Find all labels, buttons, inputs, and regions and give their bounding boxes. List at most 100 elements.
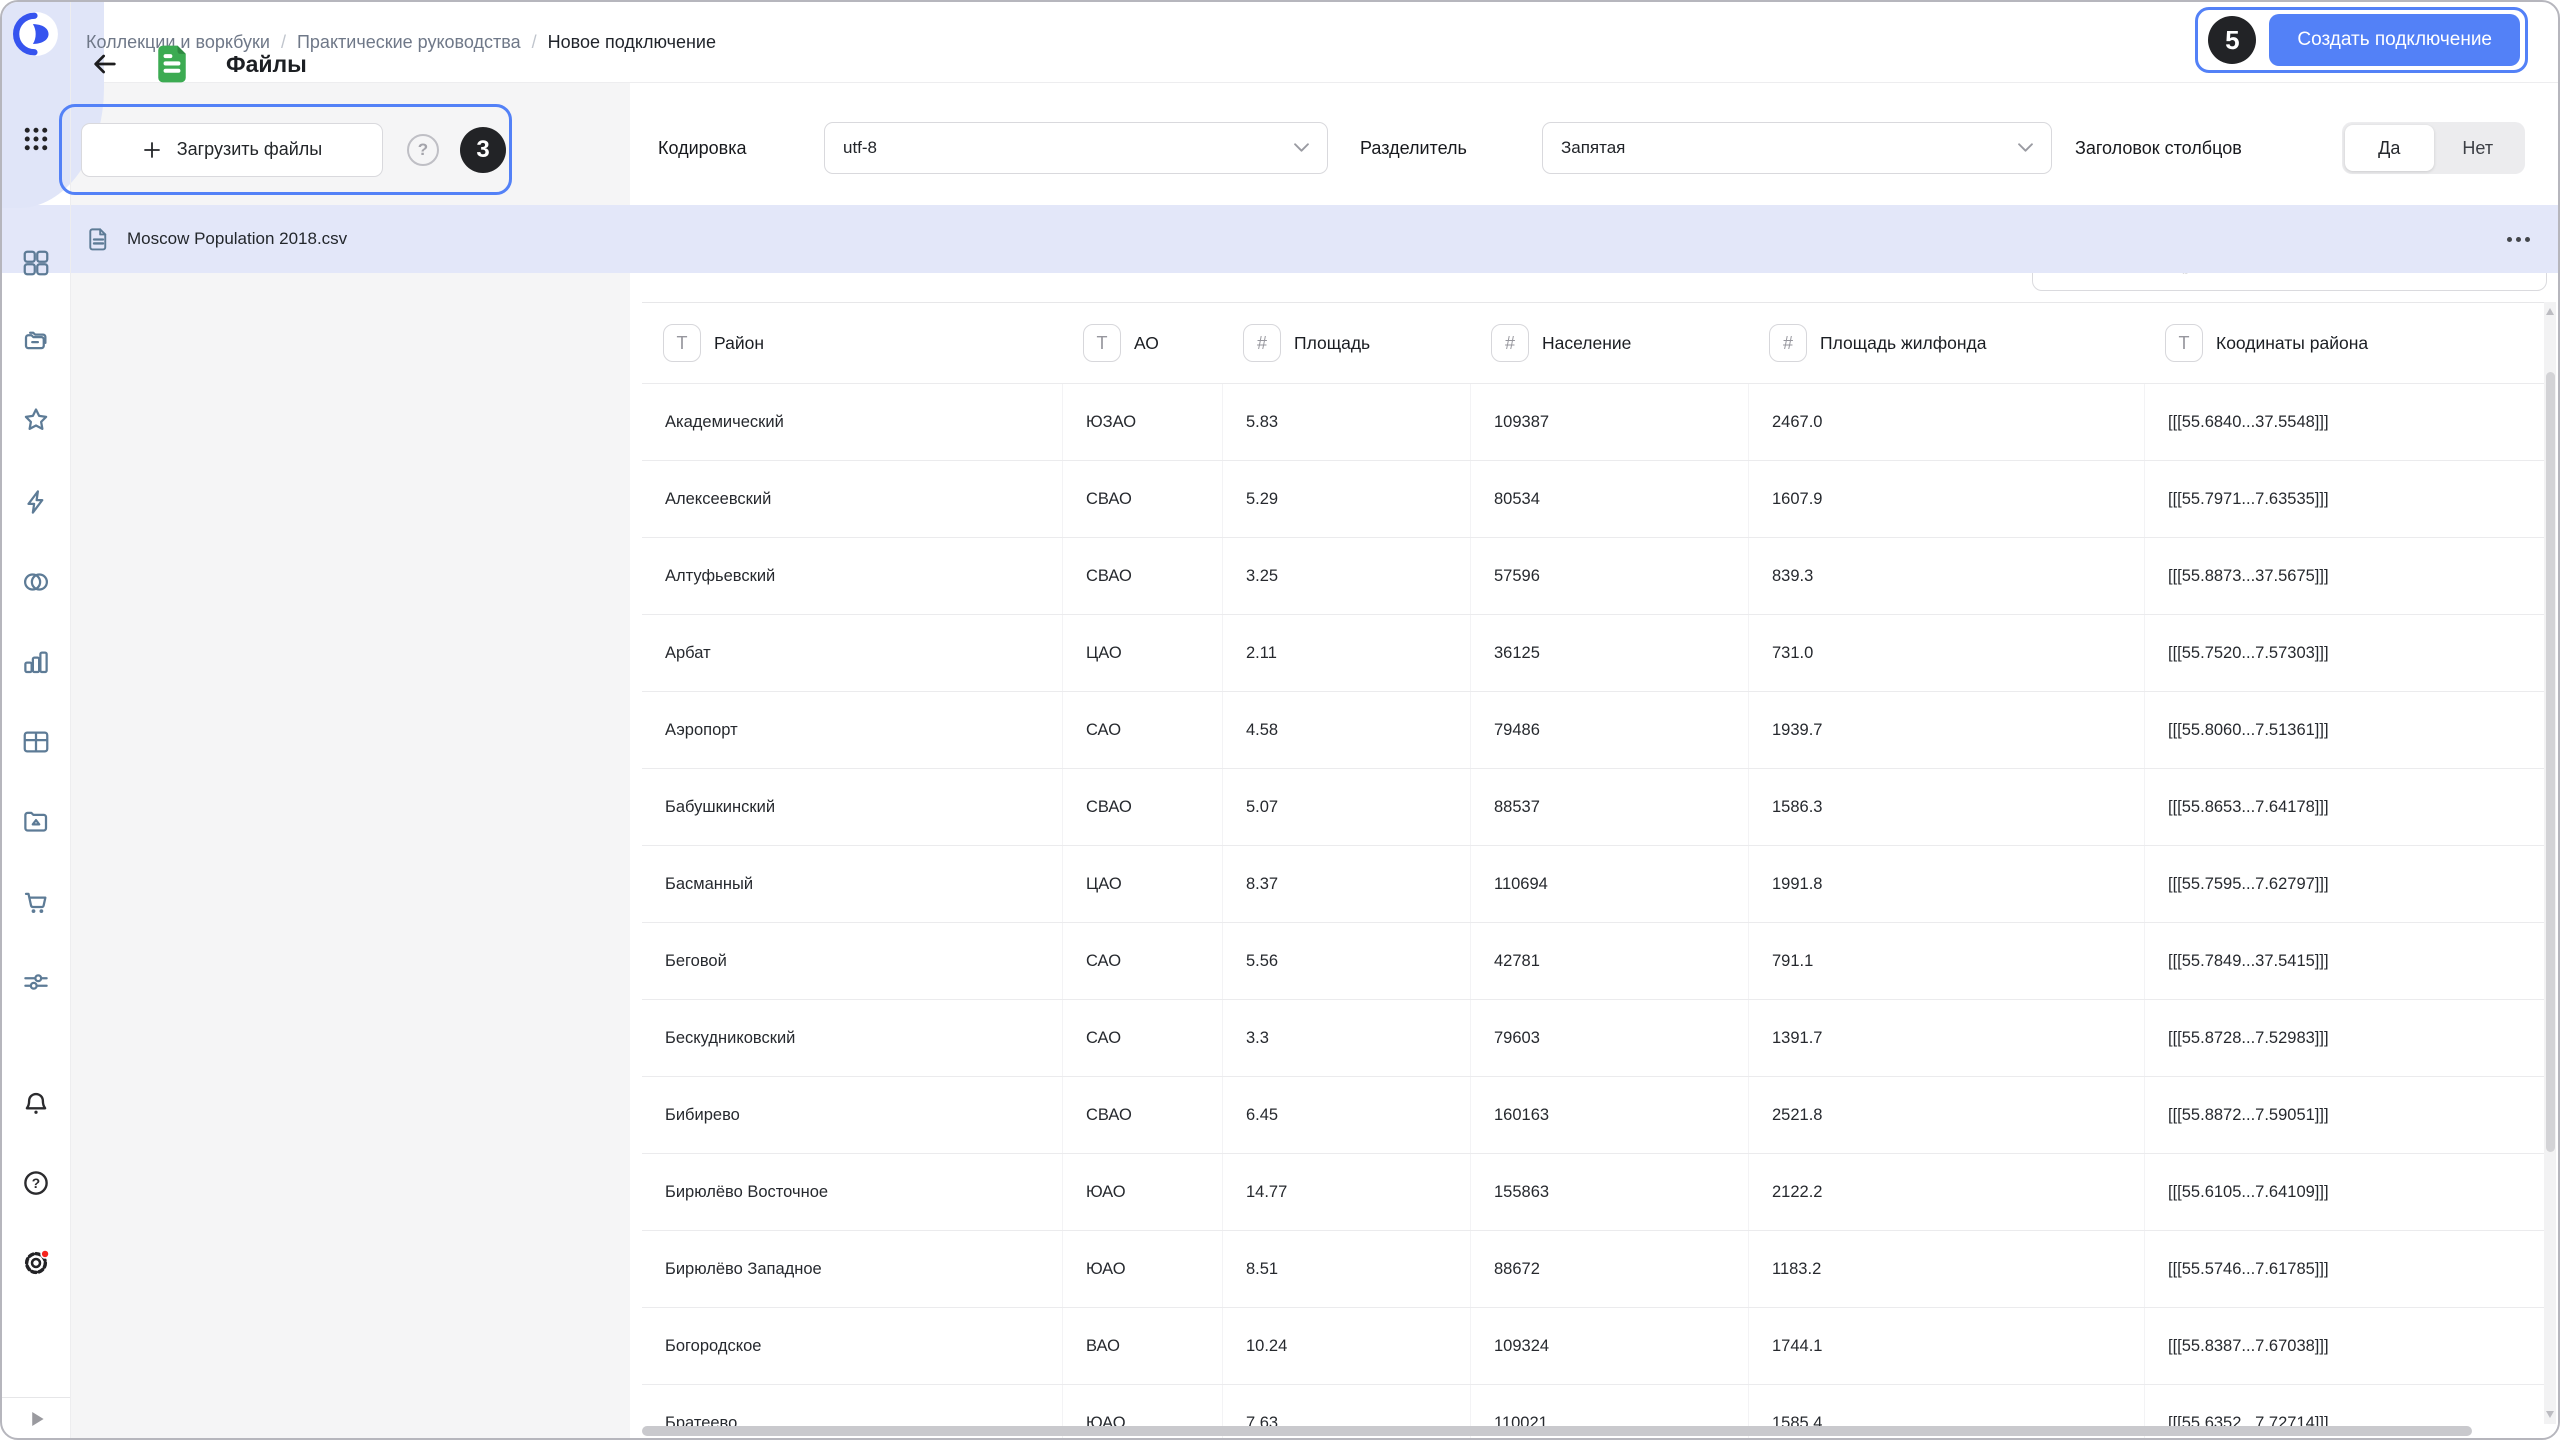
preview-table: T Район T АО # Площадь # Население # П bbox=[642, 302, 2547, 1438]
table-cell: Бескудниковский bbox=[665, 1028, 796, 1047]
upload-files-button[interactable]: Загрузить файлы bbox=[81, 122, 383, 177]
column-header-area: # Площадь bbox=[1222, 324, 1470, 362]
table-cell: 1391.7 bbox=[1748, 1000, 2144, 1076]
table-cell: 731.0 bbox=[1748, 615, 2144, 691]
table-cell: САО bbox=[1062, 923, 1222, 999]
help-icon[interactable]: ? bbox=[21, 1168, 51, 1198]
table-cell: [[[55.8653...7.64178]]] bbox=[2144, 769, 2547, 845]
table-cell: Бирюлёво Западное bbox=[665, 1259, 822, 1278]
table-cell: 10.24 bbox=[1222, 1308, 1470, 1384]
header-toggle-yes[interactable]: Да bbox=[2345, 125, 2434, 171]
horizontal-scrollbar-thumb[interactable] bbox=[642, 1426, 2472, 1436]
table-row: Бирюлёво Восточное ЮАО 14.77 155863 2122.2[[… bbox=[642, 1153, 2547, 1230]
upload-help-icon[interactable]: ? bbox=[407, 133, 439, 166]
table-row: Бирюлёво Западное ЮАО 8.51 88672 1183.2 [[[55… bbox=[642, 1230, 2547, 1307]
settings-icon[interactable] bbox=[20, 1247, 52, 1279]
table-row: Алтуфьевский СВАО 3.25 57596 839.3 [[[55.8873… bbox=[642, 537, 2547, 614]
table-cell: 8.37 bbox=[1222, 846, 1470, 922]
table-cell: [[[55.7520...7.57303]]] bbox=[2144, 615, 2547, 691]
table-cell: 5.56 bbox=[1222, 923, 1470, 999]
table-cell: 8.51 bbox=[1222, 1231, 1470, 1307]
table-cell: 14.77 bbox=[1222, 1154, 1470, 1230]
breadcrumb-separator: / bbox=[280, 31, 286, 52]
table-cell: 109324 bbox=[1470, 1308, 1748, 1384]
text-type-icon: T bbox=[2165, 324, 2203, 362]
files-connection-icon bbox=[150, 42, 194, 86]
favorites-icon[interactable] bbox=[21, 405, 51, 435]
storage-icon[interactable] bbox=[21, 807, 51, 837]
expand-sidebar-icon[interactable] bbox=[23, 1406, 49, 1432]
horizontal-scrollbar[interactable] bbox=[642, 1426, 2547, 1436]
table-cell: 2.11 bbox=[1222, 615, 1470, 691]
number-type-icon: # bbox=[1243, 324, 1281, 362]
scroll-up-icon[interactable] bbox=[2546, 308, 2554, 315]
table-cell: [[[55.7849...37.5415]]] bbox=[2144, 923, 2547, 999]
table-cell: 36125 bbox=[1470, 615, 1748, 691]
table-cell: 791.1 bbox=[1748, 923, 2144, 999]
table-row: Алексеевский СВАО 5.29 80534 1607.9 [[[55.797… bbox=[642, 460, 2547, 537]
table-cell: Бирюлёво Восточное bbox=[665, 1182, 829, 1201]
file-list-item[interactable]: Moscow Population 2018.csv bbox=[2, 205, 2558, 273]
back-arrow-icon[interactable] bbox=[88, 47, 122, 81]
table-cell: 3.25 bbox=[1222, 538, 1470, 614]
table-cell: 155863 bbox=[1470, 1154, 1748, 1230]
header-toggle-no[interactable]: Нет bbox=[2462, 137, 2494, 158]
datasets-icon[interactable] bbox=[21, 567, 51, 597]
scroll-down-icon[interactable] bbox=[2546, 1411, 2554, 1418]
encoding-label: Кодировка bbox=[658, 138, 747, 158]
vertical-scrollbar[interactable] bbox=[2544, 302, 2556, 1424]
collections-icon[interactable] bbox=[21, 325, 51, 355]
table-cell: Бабушкинский bbox=[665, 797, 776, 816]
table-cell: [[[55.7971...7.63535]]] bbox=[2144, 461, 2547, 537]
create-connection-button[interactable]: Создать подключение bbox=[2269, 14, 2520, 66]
step-5-callout: 5 Создать подключение bbox=[2195, 7, 2528, 73]
file-more-icon[interactable] bbox=[2505, 231, 2532, 248]
table-cell: 1744.1 bbox=[1748, 1308, 2144, 1384]
table-cell: СВАО bbox=[1062, 538, 1222, 614]
lightning-icon[interactable] bbox=[21, 487, 51, 517]
step-3-badge: 3 bbox=[460, 126, 506, 173]
table-row: Бескудниковский САО 3.3 79603 1391.7 [[[55.87… bbox=[642, 999, 2547, 1076]
services-icon[interactable] bbox=[21, 967, 51, 997]
encoding-select[interactable]: utf-8 bbox=[824, 122, 1328, 174]
table-cell: [[[55.5746...7.61785]]] bbox=[2144, 1231, 2547, 1307]
table-cell: ЮАО bbox=[1062, 1231, 1222, 1307]
notifications-icon[interactable] bbox=[21, 1089, 51, 1119]
marketplace-icon[interactable] bbox=[21, 887, 51, 917]
rail-divider bbox=[2, 1397, 70, 1398]
dashboards-icon[interactable] bbox=[21, 727, 51, 757]
file-document-icon bbox=[89, 227, 107, 250]
table-cell: [[[55.8060...7.51361]]] bbox=[2144, 692, 2547, 768]
table-cell: 88537 bbox=[1470, 769, 1748, 845]
table-cell: 2467.0 bbox=[1748, 384, 2144, 460]
table-cell: Басманный bbox=[665, 874, 754, 893]
table-cell: СВАО bbox=[1062, 1077, 1222, 1153]
table-cell: ЦАО bbox=[1062, 615, 1222, 691]
column-header-label: Заголовок столбцов bbox=[2075, 138, 2242, 158]
objects-icon[interactable] bbox=[21, 248, 51, 278]
table-row: Беговой САО 5.56 42781 791.1 [[[55.7849...37.… bbox=[642, 922, 2547, 999]
table-cell: [[[55.6840...37.5548]]] bbox=[2144, 384, 2547, 460]
text-type-icon: T bbox=[663, 324, 701, 362]
table-row: Аэропорт САО 4.58 79486 1939.7 [[[55.8060...7… bbox=[642, 691, 2547, 768]
table-cell: 42781 bbox=[1470, 923, 1748, 999]
column-label: Район bbox=[714, 332, 764, 353]
table-cell: 6.45 bbox=[1222, 1077, 1470, 1153]
apps-grid-icon[interactable] bbox=[21, 124, 51, 154]
breadcrumb-collections[interactable]: Коллекции и воркбуки bbox=[86, 31, 270, 52]
table-cell: СВАО bbox=[1062, 461, 1222, 537]
table-cell: Арбат bbox=[665, 643, 711, 662]
breadcrumb-workbook[interactable]: Практические руководства bbox=[296, 31, 521, 52]
encoding-value: utf-8 bbox=[843, 138, 878, 157]
left-rail: ? bbox=[2, 2, 71, 1438]
table-cell: Алтуфьевский bbox=[665, 566, 776, 585]
vertical-scrollbar-thumb[interactable] bbox=[2545, 372, 2555, 1152]
table-cell: Академический bbox=[665, 412, 784, 431]
table-cell: 1991.8 bbox=[1748, 846, 2144, 922]
table-cell: 5.83 bbox=[1222, 384, 1470, 460]
number-type-icon: # bbox=[1491, 324, 1529, 362]
table-cell: 3.3 bbox=[1222, 1000, 1470, 1076]
page-title: Файлы bbox=[226, 50, 307, 77]
charts-icon[interactable] bbox=[21, 647, 51, 677]
delimiter-select[interactable]: Запятая bbox=[1542, 122, 2052, 174]
